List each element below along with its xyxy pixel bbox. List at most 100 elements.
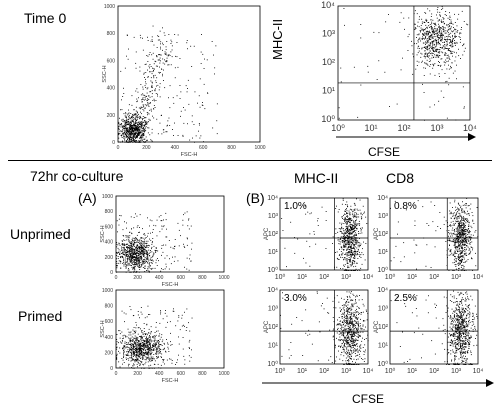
time0-scatter-event: [147, 61, 148, 62]
unprimed-scatter-event: [127, 247, 128, 248]
time0-cfse-event: [422, 38, 423, 39]
time0-scatter-event: [166, 131, 167, 132]
time0-cfse-event: [445, 54, 446, 55]
time0-scatter-event: [120, 130, 121, 131]
unprimed-cd8-event: [465, 213, 466, 214]
unprimed-scatter-event: [178, 223, 179, 224]
primed-scatter-event: [158, 357, 159, 358]
unprimed-scatter-event: [155, 252, 156, 253]
unprimed-mhc-event: [357, 251, 358, 252]
unprimed-mhc-event: [347, 219, 348, 220]
time0-cfse-event: [435, 40, 436, 41]
time0-scatter-event: [147, 100, 148, 101]
primed-scatter-event: [172, 360, 173, 361]
time0-scatter-event: [143, 50, 144, 51]
time0-scatter-event: [153, 70, 154, 71]
unprimed-mhc-event: [348, 247, 349, 248]
unprimed-scatter-event: [139, 247, 140, 248]
time0-cfse-event: [424, 47, 425, 48]
time0-scatter-event: [135, 129, 136, 130]
unprimed-cd8-event: [455, 246, 456, 247]
time0-scatter-event: [153, 75, 154, 76]
unprimed-scatter-event: [147, 245, 148, 246]
time0-scatter-event: [152, 83, 153, 84]
unprimed-mhc-event: [354, 244, 355, 245]
time0-scatter-event: [141, 142, 142, 143]
time0-scatter-event: [126, 120, 127, 121]
unprimed-cd8-event: [456, 214, 457, 215]
time0-scatter-event: [121, 120, 122, 121]
time0-cfse-event: [423, 35, 424, 36]
unprimed-scatter-event: [187, 225, 188, 226]
unprimed-scatter-event: [137, 248, 138, 249]
unprimed-cd8-event: [472, 215, 473, 216]
time0-cfse-event: [423, 34, 424, 35]
unprimed-mhc-event: [359, 270, 360, 271]
unprimed-scatter-event: [126, 250, 127, 251]
primed-scatter-event: [158, 351, 159, 352]
time0-scatter-event: [135, 134, 136, 135]
primed-scatter-event: [160, 353, 161, 354]
primed-scatter-event: [145, 353, 146, 354]
unprimed-cd8-event: [453, 255, 454, 256]
time0-cfse-event: [415, 69, 416, 70]
time0-scatter-event: [157, 66, 158, 67]
time0-scatter-event: [123, 132, 124, 133]
unprimed-cd8-event: [459, 248, 460, 249]
unprimed-mhc-event: [356, 217, 357, 218]
time0-cfse-event: [449, 28, 450, 29]
time0-cfse-event: [425, 13, 426, 14]
time0-scatter-event: [122, 137, 123, 138]
primed-scatter-event: [134, 353, 135, 354]
unprimed-cd8-event: [448, 249, 449, 250]
time0-cfse-event: [453, 24, 454, 25]
primed-scatter-event: [132, 365, 133, 366]
time0-scatter-event: [172, 45, 173, 46]
time0-scatter-event: [145, 130, 146, 131]
time0-cfse-event: [439, 55, 440, 56]
unprimed-scatter-xtick-label: 800: [198, 275, 207, 281]
unprimed-scatter-event: [145, 259, 146, 260]
time0-scatter-event: [140, 129, 141, 130]
time0-scatter-event: [124, 128, 125, 129]
time0-scatter-event: [183, 123, 184, 124]
primed-scatter-event: [133, 330, 134, 331]
primed-scatter-event: [180, 329, 181, 330]
unprimed-mhc-event: [359, 254, 360, 255]
unprimed-scatter-event: [128, 268, 129, 269]
primed-scatter-event: [120, 333, 121, 334]
unprimed-cd8-event: [455, 266, 456, 267]
time0-cfse-event: [428, 22, 429, 23]
primed-scatter-event: [150, 361, 151, 362]
time0-scatter-event: [169, 54, 170, 55]
primed-scatter-event: [137, 355, 138, 356]
unprimed-cd8-event: [451, 241, 452, 242]
primed-scatter-event: [164, 343, 165, 344]
time0-cfse-event: [360, 24, 361, 25]
unprimed-scatter-event: [189, 258, 190, 259]
unprimed-scatter-event: [138, 261, 139, 262]
time0-cfse-event: [439, 51, 440, 52]
primed-scatter-event: [124, 346, 125, 347]
primed-scatter-event: [153, 343, 154, 344]
unprimed-mhc-event: [357, 270, 358, 271]
unprimed-mhc-event: [346, 202, 347, 203]
unprimed-mhc-event: [349, 225, 350, 226]
time0-scatter-event: [122, 127, 123, 128]
time0-scatter-event: [152, 82, 153, 83]
time0-scatter-event: [188, 80, 189, 81]
unprimed-cd8-event: [461, 269, 462, 270]
unprimed-scatter-event: [147, 253, 148, 254]
unprimed-cd8-event: [461, 229, 462, 230]
unprimed-scatter-event: [140, 253, 141, 254]
unprimed-cd8-event: [463, 240, 464, 241]
time0-scatter-event: [127, 133, 128, 134]
unprimed-scatter-event: [137, 250, 138, 251]
time0-scatter-event: [130, 122, 131, 123]
primed-scatter-event: [149, 359, 150, 360]
unprimed-mhc-event: [347, 235, 348, 236]
unprimed-scatter-event: [145, 238, 146, 239]
unprimed-cd8-event: [450, 254, 451, 255]
time0-cfse-event: [454, 29, 455, 30]
